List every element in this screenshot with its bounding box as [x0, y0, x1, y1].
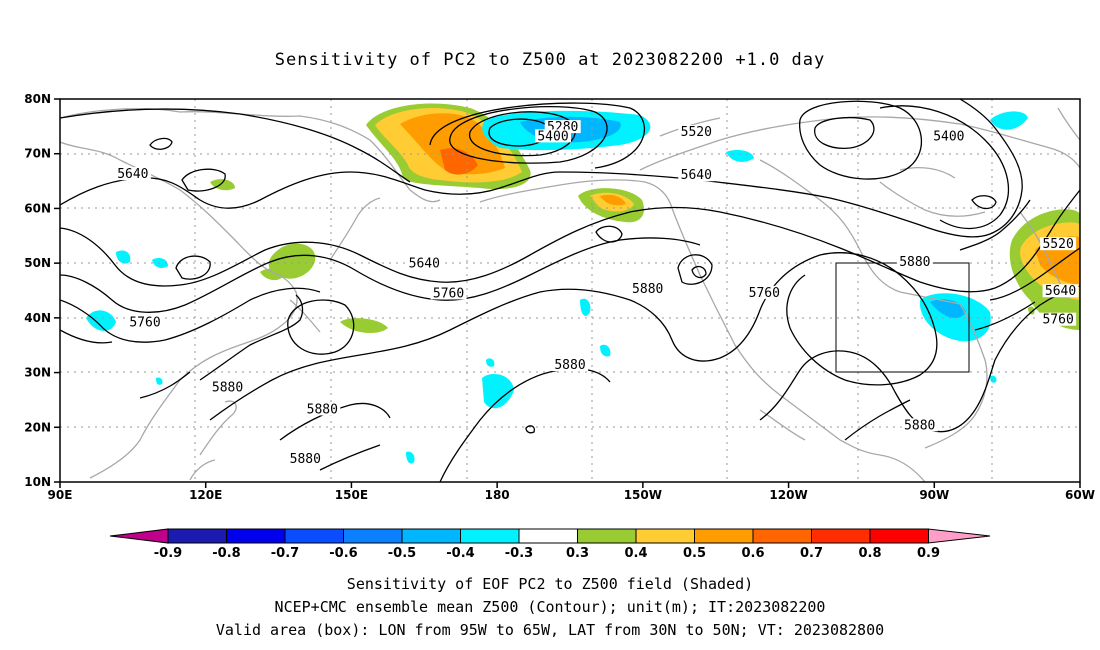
contour-label-bg — [304, 402, 341, 416]
colorbar-label: -0.6 — [329, 546, 357, 561]
colorbar-swatch — [226, 528, 286, 544]
lon-tick-label: 60W — [1065, 488, 1095, 502]
colorbar-label: 0.5 — [683, 546, 706, 561]
lat-tick-label: 20N — [24, 420, 51, 434]
lon-tick-label: 90E — [48, 488, 73, 502]
map-title: Sensitivity of PC2 to Z500 at 2023082200… — [274, 50, 826, 70]
lat-tick-label: 60N — [24, 201, 51, 215]
contour-label: 5520 — [681, 125, 712, 140]
colorbar-label: -0.4 — [446, 546, 474, 561]
lat-tick-label: 30N — [24, 366, 51, 380]
caption-contour: NCEP+CMC ensemble mean Z500 (Contour); u… — [274, 598, 826, 616]
colorbar-label: -0.7 — [271, 546, 299, 561]
latitude-axis: 80N 70N 60N 50N 40N 30N 20N 10N — [24, 92, 60, 489]
lat-tick-label: 10N — [24, 475, 51, 489]
colorbar-swatch — [869, 528, 929, 544]
colorbar-swatch — [694, 528, 754, 544]
colorbar-label: 0.8 — [858, 546, 881, 561]
colorbar-swatch — [811, 528, 871, 544]
contour-label: 5640 — [117, 167, 148, 182]
lat-tick-label: 70N — [24, 147, 51, 161]
lon-tick-label: 90W — [919, 488, 949, 502]
contour-label: 5880 — [307, 402, 338, 417]
colorbar-label: -0.5 — [388, 546, 416, 561]
lon-tick-label: 120E — [189, 488, 222, 502]
colorbar-label: -0.9 — [154, 546, 182, 561]
colorbar-low-arrow — [109, 528, 169, 544]
contour-label-bg — [552, 358, 588, 372]
contour-label: 5880 — [904, 418, 935, 433]
plot-frame — [59, 98, 1081, 483]
contour-label: 5880 — [290, 452, 321, 467]
longitude-axis: 90E 120E 150E 180 150W 120W 90W 60W — [48, 482, 1095, 502]
colorbar-swatch — [284, 528, 344, 544]
contour-label-bg — [114, 167, 151, 181]
contour-label: 5880 — [632, 282, 663, 297]
lat-tick-label: 80N — [24, 92, 51, 106]
contour-label-bg — [1040, 237, 1077, 251]
lon-tick-label: 120W — [769, 488, 807, 502]
contour-label-bg — [896, 255, 933, 269]
contour-label-bg — [1042, 284, 1079, 298]
contour-label: 5760 — [433, 286, 464, 301]
plot-area — [60, 99, 1080, 482]
contour-label-bg — [1040, 312, 1077, 326]
contour-label: 5880 — [212, 381, 243, 396]
colorbar-swatch — [167, 528, 227, 544]
contour-label-bg — [678, 125, 715, 139]
contour-label-bg — [209, 380, 246, 394]
contour-label: 5880 — [554, 358, 585, 373]
contour-label-bg — [678, 168, 715, 182]
caption-valid-area: Valid area (box): LON from 95W to 65W, L… — [215, 621, 885, 639]
colorbar-swatch — [752, 528, 812, 544]
colorbar-label: 0.9 — [917, 546, 940, 561]
colorbar: -0.9 -0.8 -0.7 -0.6 -0.5 -0.4 -0.3 0.3 0.4 0.5 0.6… — [109, 528, 991, 561]
lon-tick-label: 150E — [335, 488, 368, 502]
contour-label: 5760 — [129, 315, 160, 330]
colorbar-swatch — [460, 528, 520, 544]
colorbar-swatch — [577, 528, 637, 544]
colorbar-label: 0.3 — [566, 546, 589, 561]
contour-label: 5400 — [537, 129, 568, 144]
contour-label: 5880 — [899, 255, 930, 270]
contour-label: 5640 — [681, 168, 712, 183]
contour-label-bg — [746, 285, 783, 299]
colorbar-swatch — [401, 528, 461, 544]
lon-tick-label: 150W — [624, 488, 662, 502]
contour-label: 5400 — [933, 129, 964, 144]
colorbar-label: -0.3 — [505, 546, 533, 561]
contour-label-bg — [535, 129, 571, 143]
contour-label-bg — [127, 315, 163, 329]
contour-label-bg — [287, 452, 324, 466]
lat-tick-label: 40N — [24, 311, 51, 325]
colorbar-label: 0.6 — [741, 546, 764, 561]
colorbar-high-arrow — [928, 528, 991, 544]
caption-shading: Sensitivity of EOF PC2 to Z500 field (Sh… — [346, 575, 754, 593]
colorbar-label: 0.4 — [624, 546, 647, 561]
colorbar-swatch — [635, 528, 695, 544]
contour-label-bg — [901, 418, 938, 432]
contour-label: 5640 — [409, 256, 440, 271]
contour-label: 5520 — [1042, 237, 1073, 252]
z500-contours — [60, 99, 1080, 482]
contour-label-bg — [430, 286, 467, 300]
colorbar-label: -0.8 — [212, 546, 240, 561]
contour-label: 5640 — [1045, 284, 1076, 299]
colorbar-swatch — [343, 528, 403, 544]
lat-tick-label: 50N — [24, 256, 51, 270]
contour-label-bg — [406, 256, 443, 270]
contour-label-bg — [930, 129, 967, 143]
contour-label-bg — [629, 282, 666, 296]
colorbar-label: 0.7 — [800, 546, 823, 561]
contour-label-bg — [1095, 290, 1100, 303]
contour-label: 5760 — [749, 286, 780, 301]
contour-label: 5760 — [1042, 313, 1073, 328]
lon-tick-label: 180 — [485, 488, 510, 502]
colorbar-swatch — [518, 528, 578, 544]
